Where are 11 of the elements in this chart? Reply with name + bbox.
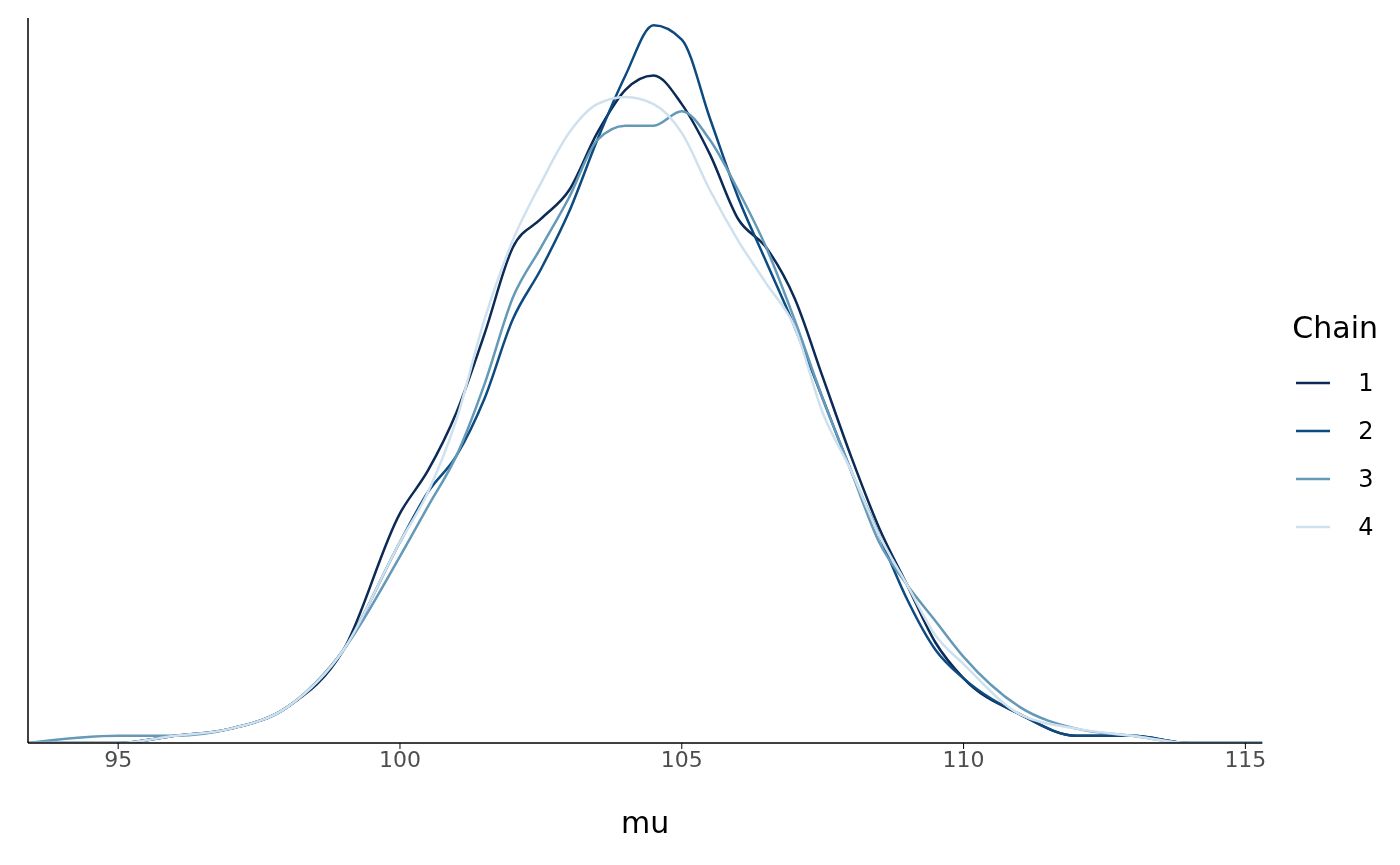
legend-label: 3 <box>1358 465 1374 493</box>
legend-label: 2 <box>1358 417 1374 445</box>
x-tick-label: 110 <box>942 746 985 772</box>
x-tick-label: 105 <box>660 746 703 772</box>
legend-label: 1 <box>1358 369 1374 397</box>
x-tick-label: 115 <box>1224 746 1267 772</box>
x-tick-label: 95 <box>104 746 133 772</box>
x-tick-label: 100 <box>378 746 421 772</box>
x-axis-title: mu <box>621 805 670 840</box>
legend-title: Chain <box>1292 310 1378 345</box>
legend-label: 4 <box>1358 513 1374 541</box>
